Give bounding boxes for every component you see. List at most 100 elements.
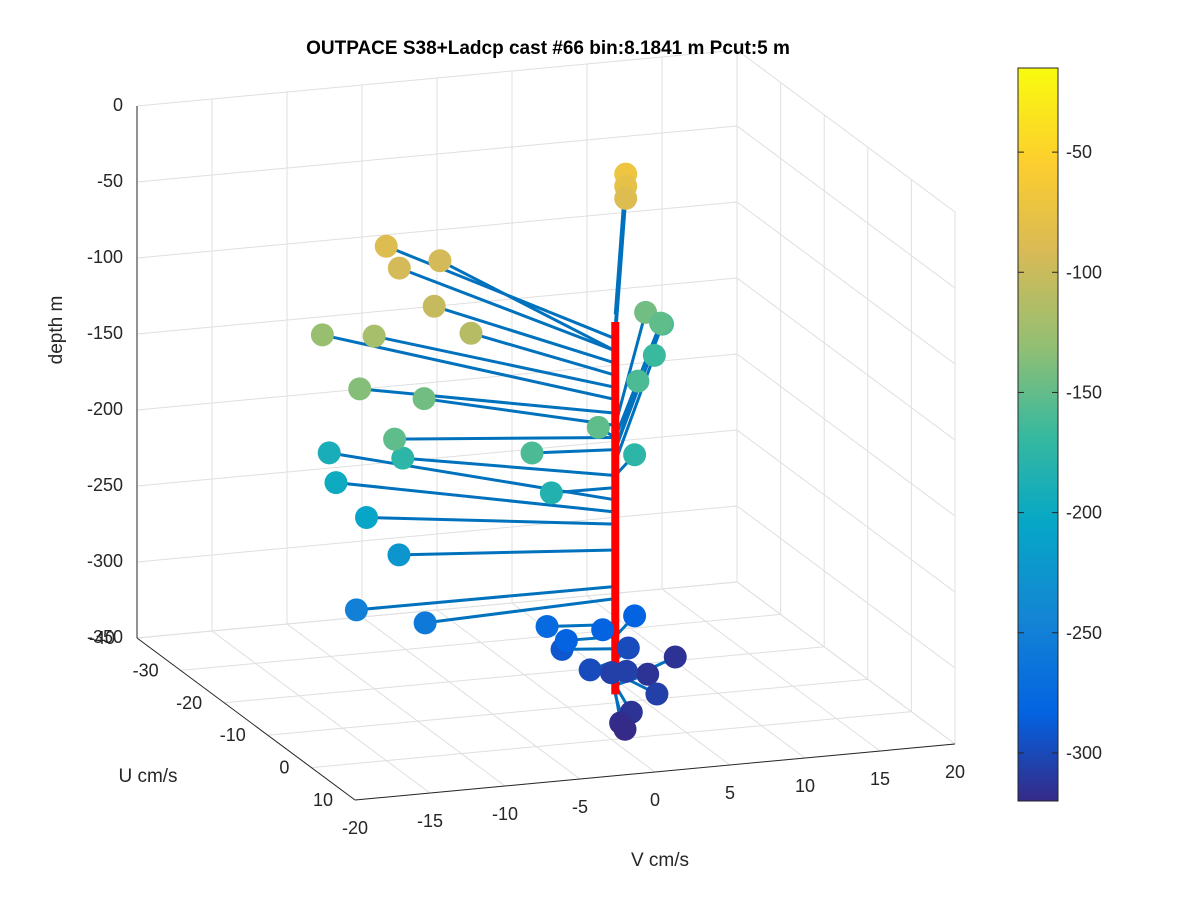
velocity-line: [439, 259, 616, 353]
data-point: [586, 415, 610, 439]
side-wall-grid-line: [736, 505, 956, 669]
data-point: [539, 481, 563, 505]
data-point: [362, 324, 386, 348]
data-point: [374, 234, 398, 258]
x-axis-label: V cm/s: [631, 850, 689, 871]
data-point: [623, 604, 647, 628]
floor-grid-line: [180, 613, 781, 671]
floor-grid-line: [211, 630, 431, 794]
velocity-line: [373, 334, 616, 389]
velocity-line: [335, 481, 616, 514]
x-tick-label: 5: [725, 783, 735, 803]
data-point: [535, 614, 559, 638]
back-wall-grid-line: [136, 429, 738, 487]
colorbar-tick-label: -200: [1066, 503, 1102, 523]
data-point: [310, 323, 334, 347]
colorbar-tick-label: -250: [1066, 623, 1102, 643]
x-tick-label: 20: [945, 762, 965, 782]
velocity-line: [613, 311, 648, 426]
data-point: [391, 446, 415, 470]
data-point: [645, 682, 669, 706]
velocity-line: [423, 397, 616, 427]
data-point: [324, 471, 348, 495]
floor-grid-line: [267, 678, 868, 736]
z-tick-label: -150: [87, 323, 123, 343]
side-wall-grid-line: [736, 581, 956, 745]
data-point: [383, 427, 407, 451]
back-wall-grid-line: [136, 353, 738, 411]
z-tick-label: -250: [87, 475, 123, 495]
floor-grid-line: [661, 588, 881, 752]
data-point: [317, 441, 341, 465]
x-tick-label: 10: [795, 776, 815, 796]
x-axis-line: [354, 743, 956, 801]
z-tick-label: -300: [87, 551, 123, 571]
data-point: [626, 369, 650, 393]
data-points: [310, 162, 687, 741]
back-wall-grid-line: [136, 125, 738, 183]
data-point: [636, 662, 660, 686]
z-axis-label: depth m: [46, 296, 67, 365]
x-tick-label: 15: [870, 769, 890, 789]
back-wall-grid-line: [136, 505, 738, 563]
data-point: [591, 618, 615, 642]
side-wall-grid-line: [736, 429, 956, 593]
z-tick-label: -200: [87, 399, 123, 419]
data-point: [412, 387, 436, 411]
back-wall-grid-line: [136, 581, 738, 639]
data-point: [355, 505, 379, 529]
floor-grid-line: [286, 623, 506, 787]
floor-grid-line: [224, 646, 825, 704]
y-tick-label: -30: [133, 660, 159, 680]
x-tick-label: 0: [650, 790, 660, 810]
grid: [136, 49, 956, 801]
floor-grid-line: [586, 595, 806, 759]
velocity-line: [366, 515, 616, 526]
x-tick-label: -15: [417, 811, 443, 831]
side-wall-grid-line: [736, 277, 956, 441]
velocity-line: [394, 435, 616, 441]
chart-title: OUTPACE S38+Ladcp cast #66 bin:8.1841 m …: [306, 38, 790, 59]
data-point: [613, 717, 637, 741]
data-point: [642, 343, 666, 367]
z-tick-label: -50: [97, 171, 123, 191]
y-tick-label: -40: [89, 628, 115, 648]
velocity-line: [531, 448, 616, 455]
z-tick-label: -350: [87, 627, 123, 647]
data-point: [348, 377, 372, 401]
axes: [136, 106, 956, 801]
floor-grid-line: [436, 609, 656, 773]
x-tick-label: -5: [572, 797, 588, 817]
data-point: [344, 598, 368, 622]
z-tick-label: -100: [87, 247, 123, 267]
colorbar-tick-label: -300: [1066, 743, 1102, 763]
velocity-line: [398, 266, 616, 353]
y-axis-label: U cm/s: [118, 766, 177, 787]
colorbar-tick-label: -150: [1066, 382, 1102, 402]
colorbar: -50 -100 -150 -200 -250 -300: [1017, 67, 1102, 802]
velocity-line: [424, 597, 616, 625]
y-tick-label: 10: [313, 790, 333, 810]
data-point: [459, 321, 483, 345]
velocity-line: [356, 584, 616, 612]
tick-labels: 0-50-100-150-200-250-300-350-40-30-20-10…: [87, 95, 965, 838]
side-wall-grid-line: [736, 49, 956, 213]
z-tick-label: 0: [113, 95, 123, 115]
data-point: [387, 256, 411, 280]
y-tick-label: -10: [220, 725, 246, 745]
floor-grid-line: [361, 616, 581, 780]
y-tick-label: 0: [279, 758, 289, 778]
velocity-line: [398, 548, 616, 557]
data-point: [616, 636, 640, 660]
colorbar-tick-label: -100: [1066, 262, 1102, 282]
data-point: [422, 294, 446, 318]
velocity-line: [402, 456, 616, 477]
data-point: [614, 659, 638, 683]
data-point: [428, 249, 452, 273]
colorbar-tick-label: -50: [1066, 142, 1092, 162]
data-point: [413, 611, 437, 635]
data-point: [614, 186, 638, 210]
velocity-line: [328, 451, 616, 502]
y-axis-line: [136, 637, 356, 801]
